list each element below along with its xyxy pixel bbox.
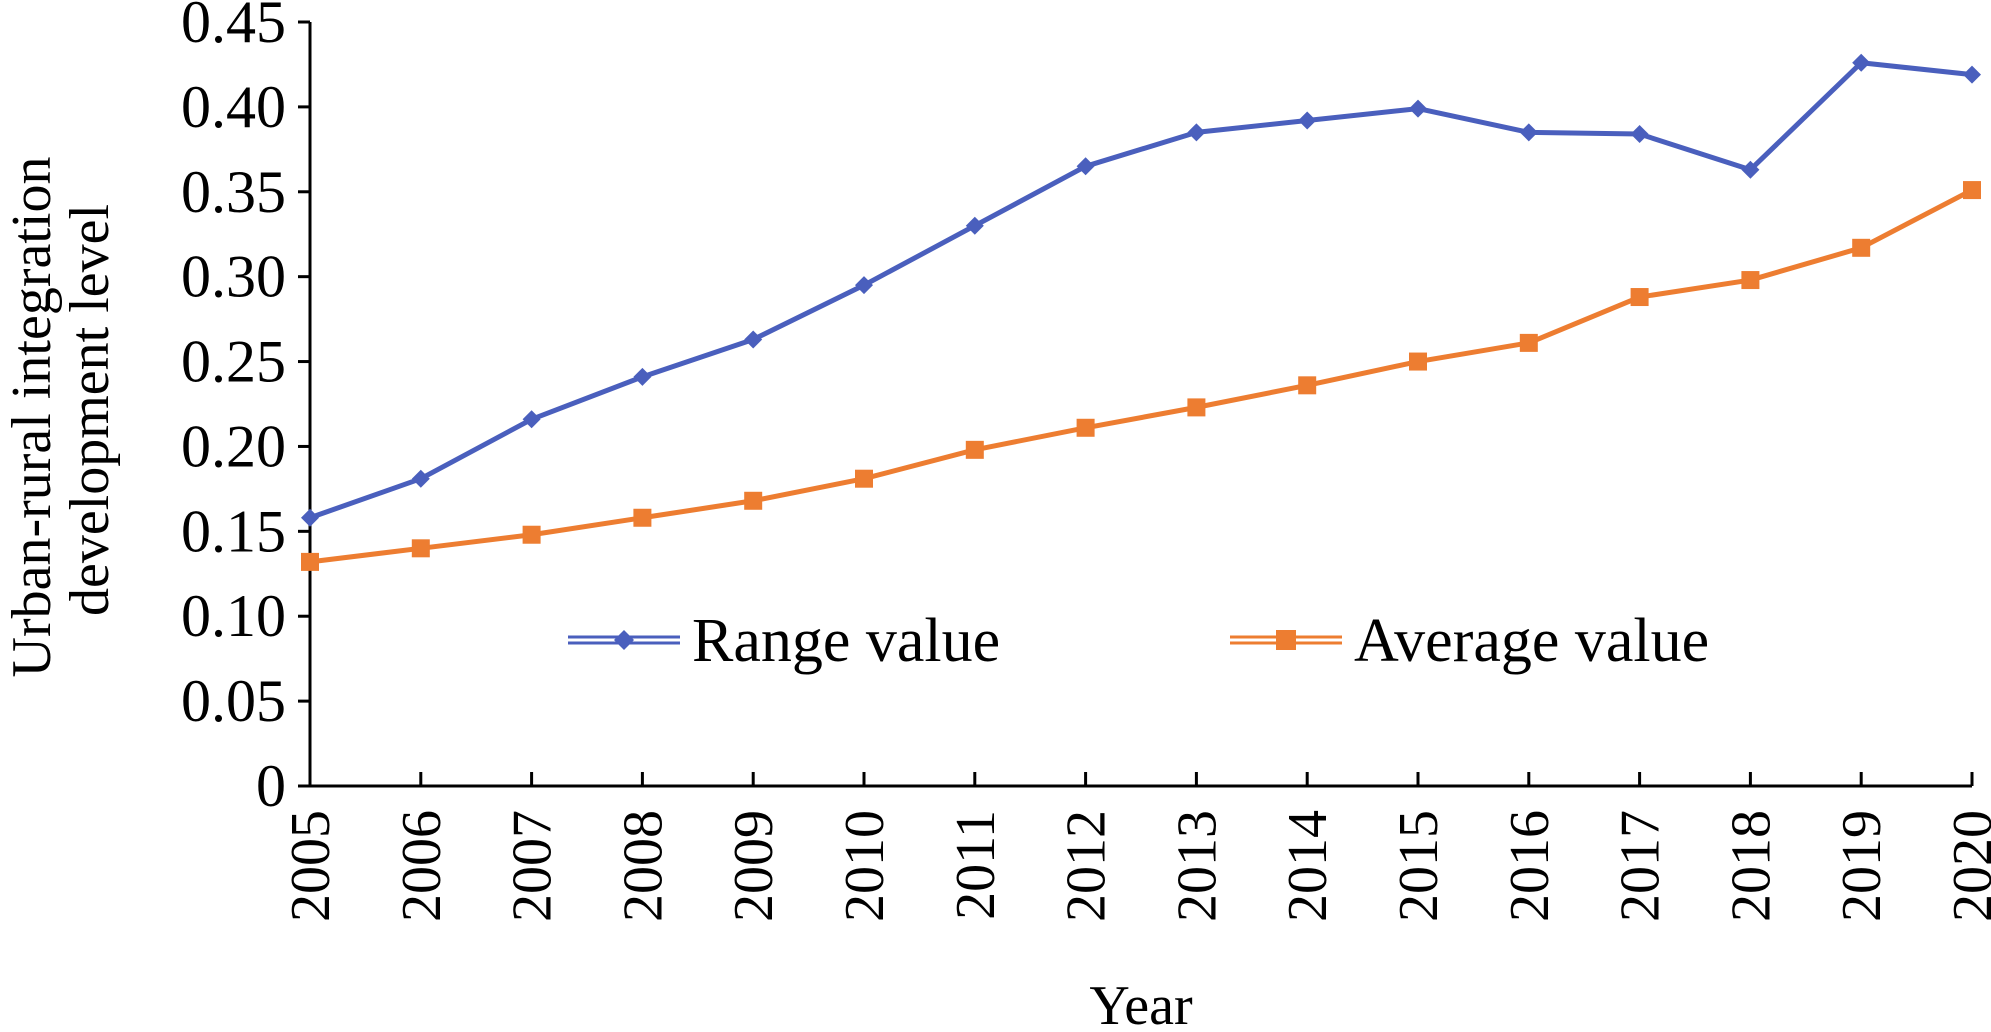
average-value-point (744, 491, 763, 510)
range-value-point (522, 410, 541, 429)
series-layer (301, 53, 1981, 571)
range-value-point (1852, 53, 1871, 72)
y-axis-title-line-1: Urban-rural integration (1, 157, 63, 678)
legend-marker-diamond (614, 630, 634, 650)
average-value-point (1298, 376, 1317, 395)
average-value-point (965, 440, 984, 459)
legend-label: Range value (692, 607, 1000, 675)
average-value-point (301, 552, 319, 571)
average-value-point (1076, 418, 1095, 437)
x-tick-label: 2007 (502, 810, 564, 922)
y-tick-label: 0.15 (181, 498, 286, 564)
x-tick-label: 2018 (1720, 810, 1782, 922)
x-tick-label: 2019 (1831, 810, 1893, 922)
y-tick-label: 0.05 (181, 668, 286, 734)
range-value-point (1298, 111, 1317, 130)
legend-label: Average value (1354, 607, 1709, 675)
series-line-1 (309, 60, 1973, 521)
x-tick-label: 2020 (1942, 810, 1991, 922)
range-value-point (301, 508, 319, 527)
average-value-point (1187, 398, 1206, 417)
x-tick-label: 2012 (1056, 810, 1118, 922)
range-value-point (633, 367, 652, 386)
range-value-point (1630, 125, 1649, 144)
y-tick-label: 0.10 (181, 583, 286, 649)
x-tick-label: 2009 (723, 810, 785, 922)
y-tick-label: 0.40 (181, 74, 286, 140)
range-value-point (1741, 160, 1760, 179)
average-value-point (1963, 181, 1981, 200)
x-tick-label: 2015 (1388, 810, 1450, 922)
average-value-point (855, 469, 873, 488)
range-value-point (1519, 123, 1538, 142)
range-value-point (965, 216, 984, 235)
x-tick-label: 2017 (1610, 810, 1672, 922)
x-tick-label: 2013 (1166, 810, 1228, 922)
average-value-point (1519, 333, 1538, 352)
range-value-point (1076, 157, 1095, 176)
average-value-point (1741, 271, 1760, 290)
range-value-point (411, 469, 430, 488)
range-value-point (744, 330, 763, 349)
y-tick-label: 0.45 (181, 0, 286, 55)
average-value-point (1852, 238, 1871, 257)
y-tick-label: 0.20 (181, 413, 286, 479)
y-axis-title-line-2: development level (59, 204, 121, 616)
range-value-point (1963, 65, 1981, 84)
range-value-point (1187, 123, 1206, 142)
x-tick-label: 2014 (1277, 810, 1339, 922)
y-tick-label: 0.25 (181, 329, 286, 395)
range-value-point (1409, 99, 1427, 118)
x-tick-label: 2006 (391, 810, 453, 922)
average-value-point (1409, 352, 1427, 371)
x-tick-label: 2016 (1499, 810, 1561, 922)
x-tick-label: 2011 (945, 810, 1007, 920)
y-axis-title: Urban-rural integration development leve… (1, 143, 121, 678)
range-value-point (855, 276, 873, 295)
axes: 0 0.05 0.10 0.15 0.20 0.25 0.30 0.35 0.40 0.45 200… (181, 0, 1991, 922)
legend-marker-square (1276, 630, 1296, 650)
average-value-point (1630, 288, 1649, 307)
average-value-point (411, 539, 430, 558)
average-value-point (633, 508, 652, 527)
y-tick-label: 0.35 (181, 159, 286, 225)
legend: Range value Average value (568, 607, 1709, 675)
x-tick-label: 2010 (834, 810, 896, 922)
x-axis-title: Year (1089, 975, 1193, 1032)
x-tick-label: 2005 (280, 810, 342, 922)
series-line-2 (309, 187, 1974, 565)
average-value-point (522, 525, 541, 544)
y-tick-label: 0.30 (181, 244, 286, 310)
x-tick-label: 2008 (612, 810, 674, 922)
y-tick-label: 0 (256, 753, 286, 819)
